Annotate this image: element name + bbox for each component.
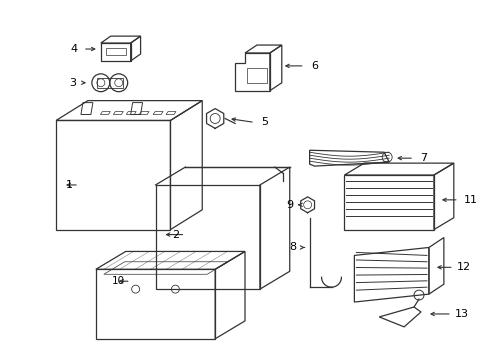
Text: 7: 7 [420, 153, 427, 163]
Text: 4: 4 [70, 44, 78, 54]
Text: 8: 8 [288, 243, 296, 252]
Text: 6: 6 [310, 61, 318, 71]
Text: 12: 12 [456, 262, 470, 272]
Text: 10: 10 [112, 276, 125, 286]
Text: 11: 11 [463, 195, 477, 205]
Text: 5: 5 [261, 117, 268, 127]
Text: 13: 13 [454, 309, 468, 319]
Text: 9: 9 [285, 200, 293, 210]
Text: 1: 1 [65, 180, 72, 190]
Text: 3: 3 [69, 78, 76, 88]
Text: 2: 2 [171, 230, 179, 239]
